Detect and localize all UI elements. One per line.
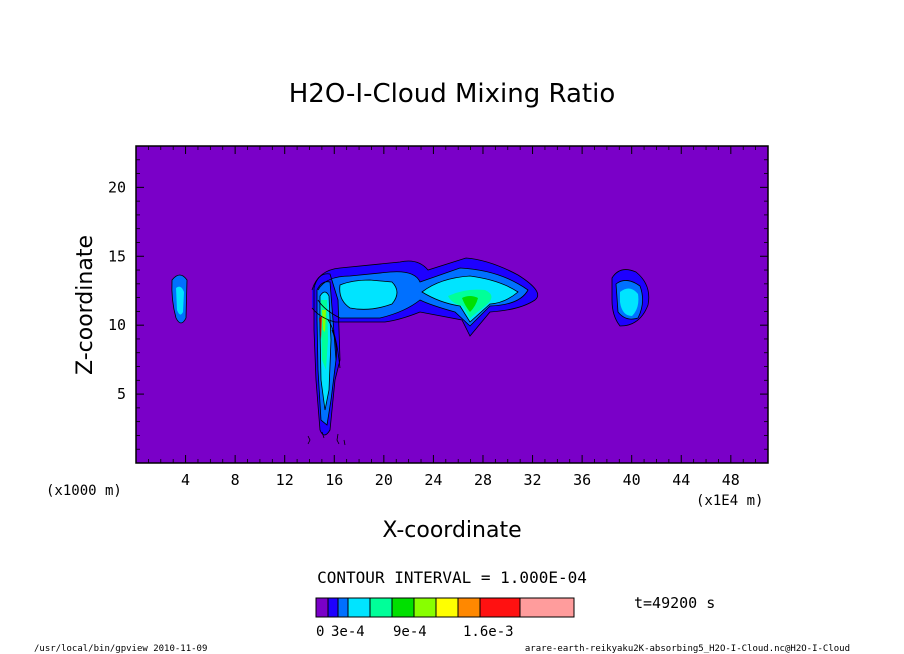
colorbar-segment bbox=[315, 597, 329, 618]
time-label: t=49200 s bbox=[634, 594, 715, 612]
contour-left-inner bbox=[176, 286, 184, 315]
x-tick-label: 48 bbox=[722, 471, 740, 489]
x-tick-label: 4 bbox=[181, 471, 190, 489]
y-tick-label: 20 bbox=[108, 178, 126, 196]
contour-band-left-core bbox=[339, 280, 397, 310]
contour-lines bbox=[171, 257, 650, 446]
x-tick-label: 32 bbox=[524, 471, 542, 489]
x-tick-label: 44 bbox=[672, 471, 690, 489]
colorbar-segment bbox=[457, 597, 481, 618]
contour-right-inner bbox=[620, 288, 639, 316]
x-tick-label: 20 bbox=[375, 471, 393, 489]
colorbar-segment bbox=[337, 597, 349, 618]
footer-left: /usr/local/bin/gpview 2010-11-09 bbox=[34, 644, 207, 654]
colorbar-segment bbox=[369, 597, 393, 618]
colorbar-label: 3e-4 bbox=[331, 624, 365, 640]
colorbar-segment bbox=[519, 597, 575, 618]
colorbar-segment bbox=[413, 597, 437, 618]
contour-band-right-peak bbox=[462, 296, 478, 312]
colorbar-labels: 0 3e-4 9e-4 1.6e-3 bbox=[316, 624, 514, 640]
cloud-field bbox=[171, 257, 650, 446]
y-axis-ticks: 5 10 15 20 bbox=[108, 159, 768, 450]
x-axis-ticks: 4 8 12 16 20 24 28 32 36 40 44 48 bbox=[147, 146, 757, 489]
footer-right: arare-earth-reikyaku2K-absorbing5_H2O-I-… bbox=[525, 644, 850, 654]
y-tick-label: 15 bbox=[108, 247, 126, 265]
colorbar-label: 9e-4 bbox=[393, 624, 427, 640]
colorbar-label: 1.6e-3 bbox=[463, 624, 514, 640]
y-tick-label: 10 bbox=[108, 316, 126, 334]
x-axis-scale-note: (x1E4 m) bbox=[696, 493, 763, 509]
x-tick-label: 28 bbox=[474, 471, 492, 489]
colorbar-segment bbox=[479, 597, 521, 618]
colorbar bbox=[315, 597, 575, 618]
x-tick-label: 12 bbox=[276, 471, 294, 489]
contour-interval: CONTOUR INTERVAL = 1.000E-04 bbox=[317, 568, 587, 587]
chart-title: H2O-I-Cloud Mixing Ratio bbox=[289, 79, 616, 109]
x-axis-unit-note: (x1000 m) bbox=[46, 483, 122, 499]
plot-frame bbox=[135, 145, 769, 464]
contour-column-peak-a bbox=[322, 310, 326, 332]
colorbar-label: 0 bbox=[316, 624, 324, 640]
x-tick-label: 36 bbox=[573, 471, 591, 489]
x-tick-label: 24 bbox=[424, 471, 442, 489]
colorbar-segment bbox=[327, 597, 339, 618]
colorbar-segment bbox=[347, 597, 371, 618]
y-axis-label: Z-coordinate bbox=[73, 235, 98, 375]
colorbar-segment bbox=[391, 597, 415, 618]
colorbar-segment bbox=[435, 597, 459, 618]
x-tick-label: 16 bbox=[325, 471, 343, 489]
y-tick-label: 5 bbox=[117, 385, 126, 403]
x-tick-label: 8 bbox=[231, 471, 240, 489]
x-axis-label: X-coordinate bbox=[382, 518, 521, 543]
x-tick-label: 40 bbox=[623, 471, 641, 489]
